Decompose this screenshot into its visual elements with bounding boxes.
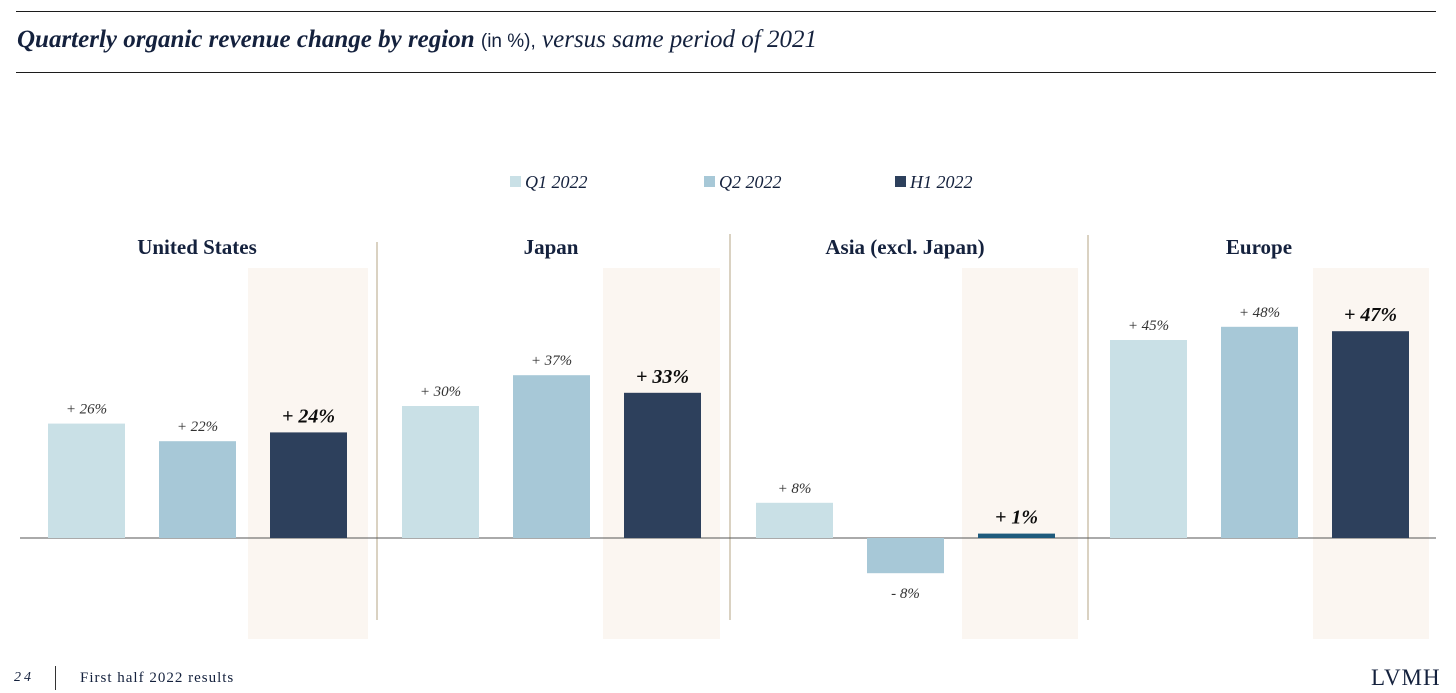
legend-swatch-q2 — [704, 176, 715, 187]
legend-swatch-h1 — [895, 176, 906, 187]
data-label-asia-excl-japan-q2: - 8% — [891, 586, 920, 602]
region-title-asia-excl-japan: Asia (excl. Japan) — [825, 235, 984, 259]
data-label-united-states-h1: + 24% — [282, 405, 335, 427]
data-label-japan-q2: + 37% — [531, 353, 572, 369]
data-label-united-states-q2: + 22% — [177, 419, 218, 435]
page-number: 24 — [14, 670, 34, 685]
region-title-europe: Europe — [1226, 235, 1292, 259]
bar-europe-h1 — [1332, 331, 1409, 538]
bar-europe-q1 — [1110, 340, 1187, 538]
legend-label-h1: H1 2022 — [909, 172, 973, 192]
data-label-japan-q1: + 30% — [420, 384, 461, 400]
top-rule — [16, 11, 1436, 12]
bar-japan-q1 — [402, 406, 479, 538]
header-rule — [16, 72, 1436, 73]
bar-asia-excl-japan-q1 — [756, 502, 833, 538]
data-label-asia-excl-japan-h1: + 1% — [995, 507, 1038, 529]
bar-united-states-q2 — [159, 441, 236, 538]
bar-asia-excl-japan-h1 — [978, 533, 1055, 538]
data-label-japan-h1: + 33% — [636, 366, 689, 388]
bar-asia-excl-japan-q2 — [867, 538, 944, 574]
brand-logo: LVMH — [1371, 665, 1441, 690]
bar-united-states-q1 — [48, 423, 125, 538]
bar-united-states-h1 — [270, 432, 347, 538]
title-unit: (in %), — [480, 31, 536, 52]
region-title-united-states: United States — [137, 235, 257, 259]
bar-europe-q2 — [1221, 326, 1298, 538]
footer-divider — [55, 666, 56, 690]
title-subtitle: versus same period of 2021 — [542, 26, 818, 53]
legend-swatch-q1 — [510, 176, 521, 187]
legend-label-q2: Q2 2022 — [719, 172, 782, 192]
bar-japan-q2 — [513, 375, 590, 538]
page-title: Quarterly organic revenue change by regi… — [17, 26, 817, 54]
region-title-japan: Japan — [524, 235, 579, 259]
data-label-europe-q1: + 45% — [1128, 318, 1169, 334]
legend-label-q1: Q1 2022 — [525, 172, 588, 192]
data-label-united-states-q1: + 26% — [66, 402, 107, 418]
h1-highlight-band-asia-excl-japan — [962, 268, 1078, 639]
data-label-asia-excl-japan-q1: + 8% — [778, 481, 812, 497]
footer-doc-title: First half 2022 results — [80, 670, 235, 686]
bar-japan-h1 — [624, 392, 701, 538]
data-label-europe-q2: + 48% — [1239, 305, 1280, 321]
data-label-europe-h1: + 47% — [1344, 304, 1397, 326]
title-main: Quarterly organic revenue change by regi… — [17, 26, 475, 53]
